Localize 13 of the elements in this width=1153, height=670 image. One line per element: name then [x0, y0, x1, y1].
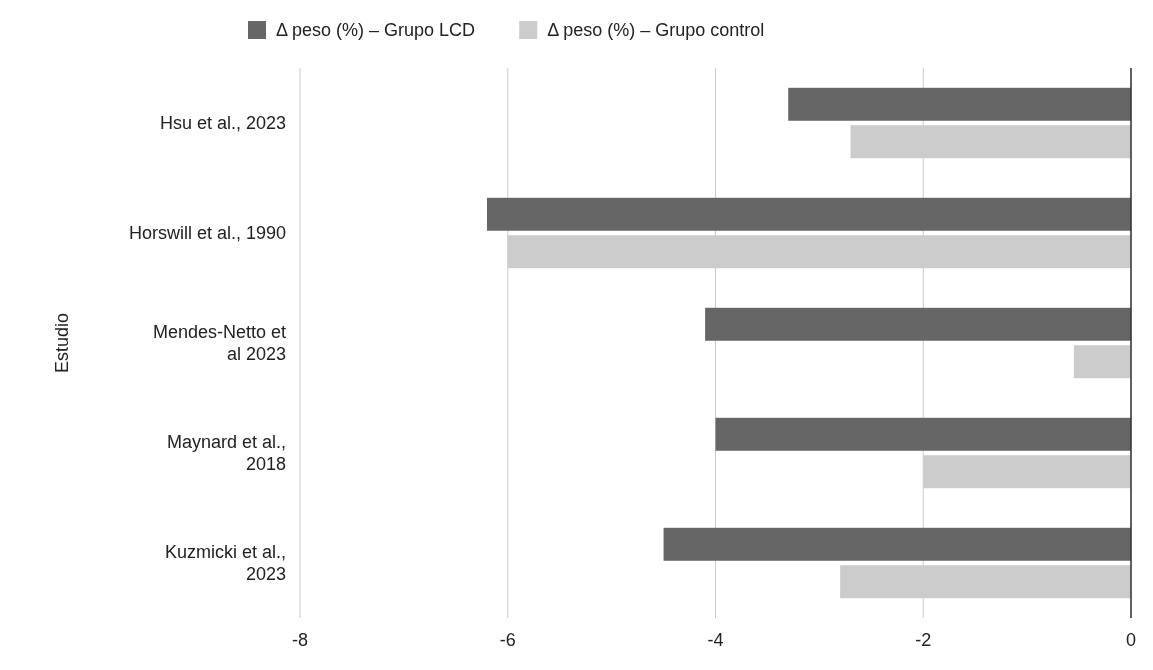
x-tick-label: 0 [1125, 630, 1137, 650]
y-tick-label: Hsu et al., 2023 [159, 113, 286, 133]
y-tick-label: Mendes-Netto et al 2023 [152, 322, 286, 364]
y-tick-label: Horswill et al., 1990 [128, 223, 286, 243]
x-tick-label: -4 [707, 630, 724, 650]
y-tick-label: Maynard et al., 2018 [166, 432, 286, 474]
y-tick-label: Kuzmicki et al., 2023 [164, 542, 286, 584]
x-tick-label: -6 [499, 630, 516, 650]
y-axis-title: Estudio [52, 312, 72, 374]
x-tick-label: -8 [291, 630, 309, 650]
legend-label: Δ peso (%) – Grupo control [547, 20, 765, 40]
legend-label: Δ peso (%) – Grupo LCD [276, 20, 476, 40]
x-tick-label: -2 [915, 630, 932, 650]
